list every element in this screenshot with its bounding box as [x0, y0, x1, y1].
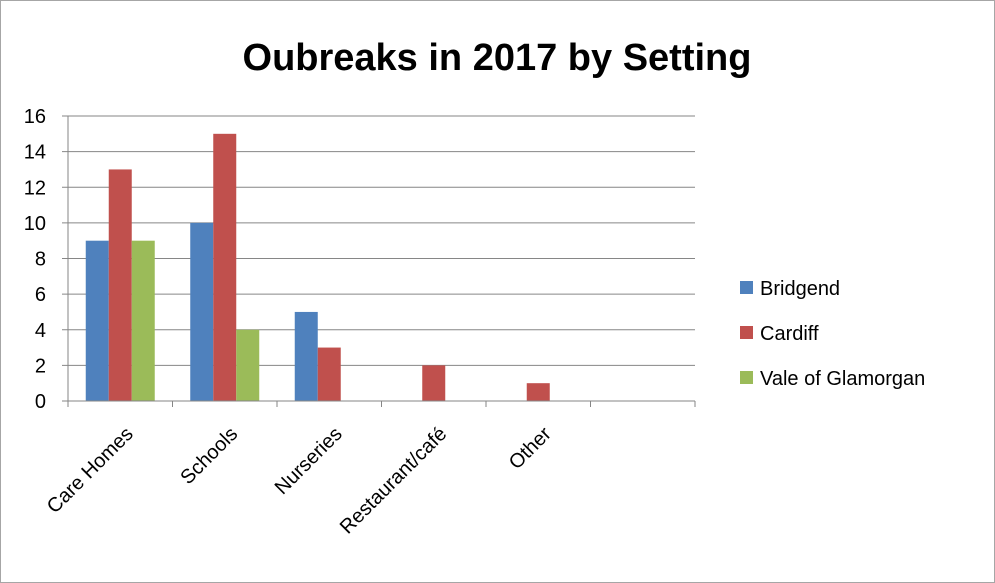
y-tick-label: 16: [24, 106, 46, 128]
y-tick-label: 6: [35, 284, 46, 306]
legend-label: Vale of Glamorgan: [760, 368, 925, 390]
bar-cardiff-0: [108, 169, 132, 401]
bar-cardiff-1: [213, 133, 237, 401]
y-tick-label: 4: [35, 320, 46, 342]
gridlines: [68, 115, 695, 366]
legend: Bridgend Cardiff Vale of Glamorgan: [740, 278, 925, 390]
bar-bridgend-1: [190, 222, 214, 401]
y-tick-label: 2: [35, 355, 46, 377]
bar-bridgend-2: [294, 311, 318, 401]
legend-label: Bridgend: [760, 278, 840, 300]
bar-cardiff-4: [526, 383, 550, 401]
legend-swatch: [740, 326, 753, 339]
x-tick-label: Schools: [176, 423, 242, 489]
y-tick-label: 10: [24, 213, 46, 235]
bar-bridgend-0: [85, 240, 109, 401]
legend-swatch: [740, 371, 753, 384]
x-tick-label: Care Homes: [43, 423, 138, 518]
axes: [62, 115, 696, 407]
x-tick-label: Other: [505, 423, 556, 474]
y-tick-label: 0: [35, 391, 46, 413]
legend-label: Cardiff: [760, 323, 819, 345]
y-tick-label: 12: [24, 177, 46, 199]
legend-swatch: [740, 281, 753, 294]
bar-vale-of-glamorgan-0: [131, 240, 155, 401]
bar-cardiff-2: [317, 347, 341, 401]
x-axis-tick-labels: Care Homes Schools NurseriesRestaurant/caf…: [43, 423, 556, 539]
bar-vale-of-glamorgan-1: [236, 329, 260, 401]
y-tick-label: 14: [24, 142, 46, 164]
x-tick-label: Nurseries: [271, 423, 347, 499]
chart-title: Oubreaks in 2017 by Setting: [243, 37, 752, 79]
bars: [85, 133, 550, 401]
y-axis-tick-labels: 0 2 4 6 8 10 12 14 16: [24, 106, 46, 413]
bar-cardiff-3: [422, 365, 446, 401]
x-tick-label: Restaurant/café: [336, 423, 451, 538]
y-tick-label: 8: [35, 249, 46, 271]
